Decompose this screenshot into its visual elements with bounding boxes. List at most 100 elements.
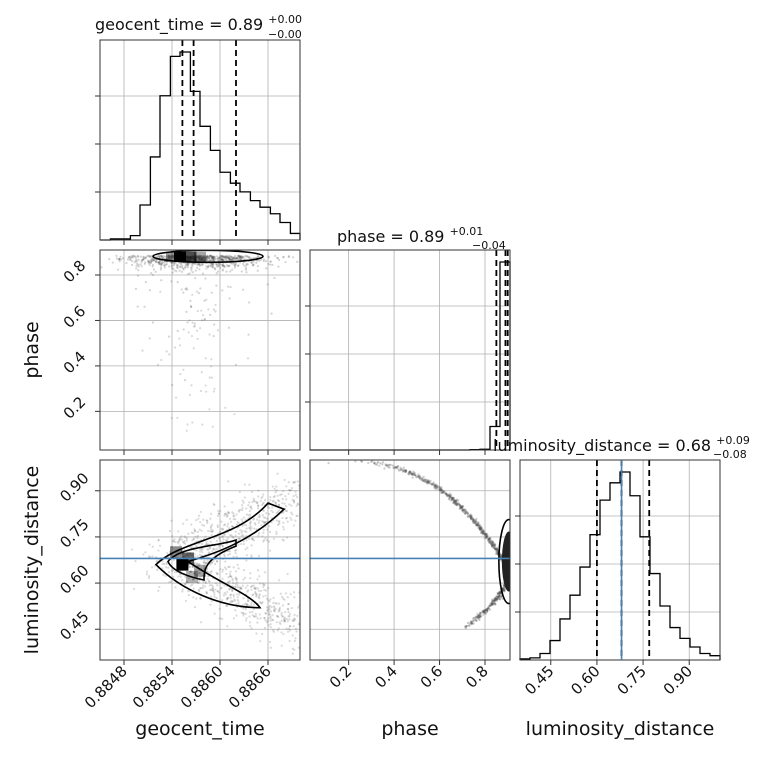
- scatter-point: [248, 611, 251, 614]
- scatter-point: [269, 615, 272, 618]
- scatter-point: [178, 538, 181, 541]
- scatter-point: [128, 257, 132, 261]
- scatter-point: [499, 555, 502, 558]
- scatter-point: [325, 624, 327, 626]
- scatter-point: [290, 518, 293, 521]
- scatter-point: [243, 483, 246, 486]
- scatter-point: [165, 562, 168, 565]
- scatter-point: [495, 598, 498, 601]
- scatter-point: [492, 543, 495, 547]
- scatter-point: [209, 264, 212, 267]
- scatter-point: [262, 531, 265, 534]
- scatter-point: [201, 523, 204, 527]
- panel-phase-histogram: [305, 249, 511, 455]
- scatter-point: [195, 597, 198, 600]
- scatter-point: [129, 258, 132, 262]
- scatter-point: [269, 616, 272, 620]
- scatter-point: [213, 267, 216, 270]
- scatter-point: [206, 255, 209, 258]
- scatter-point: [118, 258, 121, 261]
- scatter-point: [172, 539, 175, 542]
- scatter-point: [189, 305, 193, 308]
- scatter-point: [290, 607, 293, 610]
- scatter-point: [240, 256, 243, 259]
- scatter-point: [290, 486, 294, 490]
- scatter-point: [281, 604, 285, 607]
- scatter-point: [292, 625, 295, 628]
- scatter-point: [281, 502, 284, 505]
- scatter-point: [477, 616, 480, 619]
- scatter-point: [211, 425, 214, 428]
- scatter-point: [234, 586, 237, 589]
- scatter-point: [488, 537, 491, 540]
- scatter-point: [311, 502, 313, 504]
- scatter-point: [228, 297, 231, 300]
- scatter-point: [496, 592, 500, 596]
- scatter-point: [235, 523, 238, 526]
- scatter-point: [242, 288, 245, 291]
- scatter-point: [478, 526, 481, 529]
- scatter-point: [424, 480, 427, 483]
- scatter-point: [414, 474, 417, 477]
- scatter-point: [278, 258, 281, 262]
- scatter-point: [213, 595, 216, 598]
- scatter-point: [286, 536, 289, 539]
- scatter-point: [153, 258, 156, 262]
- scatter-point: [275, 532, 278, 536]
- scatter-point: [247, 589, 250, 592]
- scatter-point: [189, 545, 192, 549]
- scatter-point: [491, 540, 494, 543]
- scatter-point: [291, 619, 294, 623]
- scatter-point: [291, 618, 295, 621]
- scatter-point: [236, 256, 239, 260]
- scatter-point: [237, 567, 240, 570]
- scatter-point: [444, 492, 447, 495]
- scatter-point: [434, 485, 437, 488]
- scatter-point: [201, 586, 205, 589]
- scatter-point: [199, 255, 202, 259]
- scatter-point: [464, 509, 467, 513]
- scatter-point: [195, 575, 198, 578]
- scatter-point: [291, 498, 294, 501]
- scatter-point: [230, 534, 233, 537]
- scatter-point: [202, 580, 205, 583]
- scatter-point: [170, 264, 174, 267]
- scatter-point: [204, 561, 207, 565]
- x-axis-label-luminosity-distance: luminosity_distance: [526, 718, 715, 740]
- scatter-point: [494, 547, 497, 550]
- scatter-point: [235, 257, 239, 260]
- scatter-point: [421, 478, 424, 481]
- scatter-point: [168, 529, 172, 533]
- scatter-point: [137, 258, 140, 261]
- scatter-point: [451, 498, 454, 501]
- scatter-point: [178, 269, 181, 272]
- scatter-point: [246, 590, 249, 593]
- scatter-point: [248, 527, 251, 530]
- scatter-point: [488, 541, 491, 545]
- scatter-point: [271, 614, 274, 617]
- scatter-point: [440, 491, 443, 494]
- scatter-point: [311, 580, 313, 582]
- scatter-point: [215, 272, 218, 275]
- scatter-point: [162, 257, 165, 260]
- scatter-point: [157, 263, 161, 266]
- scatter-point: [448, 494, 451, 497]
- scatter-point: [491, 598, 494, 601]
- scatter-point: [218, 607, 221, 610]
- scatter-point: [211, 255, 214, 258]
- scatter-point: [212, 502, 215, 506]
- scatter-point: [163, 261, 166, 264]
- scatter-point: [451, 501, 455, 504]
- scatter-point: [226, 537, 229, 540]
- scatter-point: [244, 607, 247, 611]
- scatter-point: [461, 505, 464, 508]
- scatter-point: [493, 542, 496, 545]
- scatter-point: [419, 477, 422, 481]
- scatter-point: [227, 255, 230, 258]
- scatter-point: [479, 527, 482, 530]
- scatter-point: [233, 257, 236, 260]
- scatter-point: [414, 474, 417, 477]
- scatter-point: [151, 265, 154, 268]
- scatter-point: [465, 624, 468, 628]
- scatter-point: [207, 579, 211, 583]
